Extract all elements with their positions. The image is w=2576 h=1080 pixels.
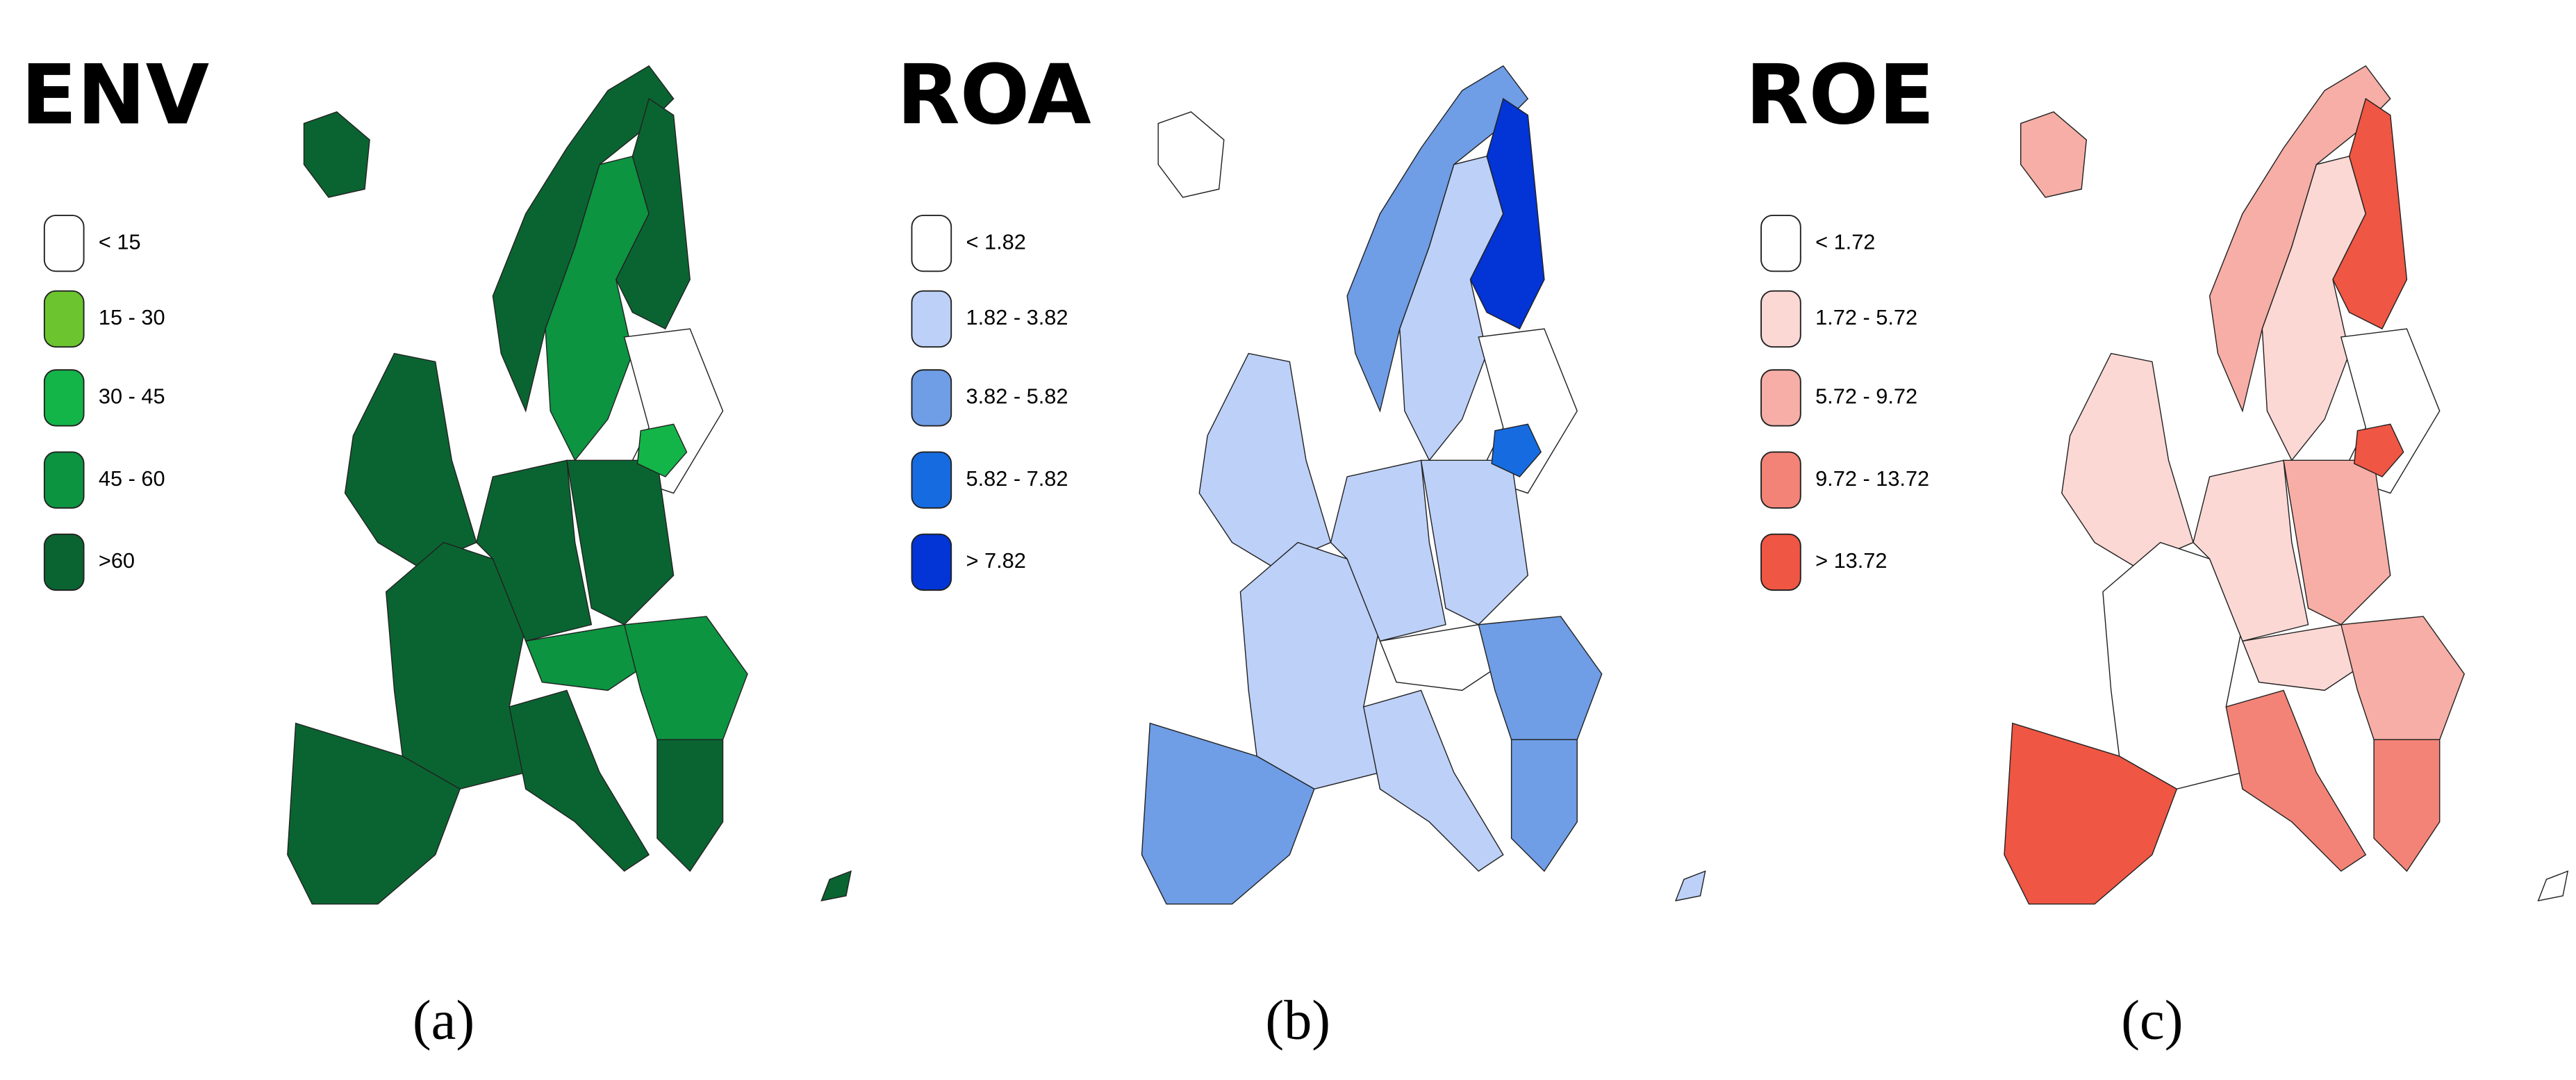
- panel-title: ROA: [897, 47, 1091, 143]
- region: [287, 722, 461, 905]
- legend-label: < 1.72: [1815, 229, 1875, 254]
- region: [303, 111, 370, 198]
- legend-label: 15 - 30: [99, 305, 165, 329]
- map: [287, 65, 852, 905]
- region: [1198, 352, 1332, 568]
- legend-swatch: [1760, 451, 1801, 509]
- legend-swatch: [911, 369, 952, 427]
- legend-label: 3.82 - 5.82: [966, 384, 1068, 409]
- legend-swatch: [43, 369, 85, 427]
- legend-swatch: [911, 215, 952, 272]
- legend-swatch: [43, 290, 85, 348]
- region: [344, 352, 477, 568]
- region: [1379, 624, 1512, 692]
- legend-label: > 7.82: [966, 548, 1026, 573]
- region: [1469, 97, 1545, 330]
- region: [476, 459, 593, 642]
- region: [525, 624, 659, 692]
- legend-label: 1.82 - 3.82: [966, 305, 1068, 329]
- region: [1491, 423, 1542, 477]
- legend-swatch: [911, 451, 952, 509]
- region: [636, 423, 688, 477]
- region: [623, 616, 748, 741]
- legend-swatch: [1760, 215, 1801, 272]
- region: [1510, 739, 1578, 872]
- legend-label: 5.82 - 7.82: [966, 466, 1068, 491]
- legend-swatch: [1760, 369, 1801, 427]
- region: [1362, 689, 1504, 872]
- legend-label: 45 - 60: [99, 466, 165, 491]
- panel-caption: (c): [2121, 990, 2183, 1052]
- legend-label: < 15: [99, 229, 141, 254]
- legend-swatch: [43, 215, 85, 272]
- region: [1157, 111, 1225, 198]
- region: [1674, 870, 1706, 902]
- legend-swatch: [911, 290, 952, 348]
- region: [2241, 624, 2375, 692]
- legend-label: 1.72 - 5.72: [1815, 305, 1917, 329]
- region: [2225, 689, 2367, 872]
- legend-label: 30 - 45: [99, 384, 165, 409]
- region: [2061, 352, 2194, 568]
- region: [820, 870, 852, 902]
- panel-title: ENV: [21, 47, 209, 143]
- legend-label: < 1.82: [966, 229, 1026, 254]
- legend-label: >60: [99, 548, 135, 573]
- region: [509, 689, 650, 872]
- region: [2004, 722, 2178, 905]
- legend-label: 5.72 - 9.72: [1815, 384, 1917, 409]
- region: [2020, 111, 2088, 198]
- legend-label: > 13.72: [1815, 548, 1887, 573]
- region: [657, 739, 724, 872]
- region: [2340, 616, 2465, 741]
- region: [2373, 739, 2441, 872]
- legend-swatch: [1760, 533, 1801, 591]
- region: [1141, 722, 1315, 905]
- legend-swatch: [1760, 290, 1801, 348]
- region: [2537, 870, 2569, 902]
- panel-title: ROE: [1745, 47, 1934, 143]
- panel-caption: (b): [1265, 990, 1330, 1052]
- panel-caption: (a): [413, 990, 474, 1052]
- region: [2193, 459, 2309, 642]
- legend-swatch: [43, 533, 85, 591]
- legend-swatch: [911, 533, 952, 591]
- legend-swatch: [43, 451, 85, 509]
- region: [1330, 459, 1446, 642]
- region: [2332, 97, 2408, 330]
- region: [616, 97, 691, 330]
- map: [2004, 65, 2569, 905]
- map: [1141, 65, 1706, 905]
- region: [2353, 423, 2404, 477]
- region: [1478, 616, 1603, 741]
- legend-label: 9.72 - 13.72: [1815, 466, 1929, 491]
